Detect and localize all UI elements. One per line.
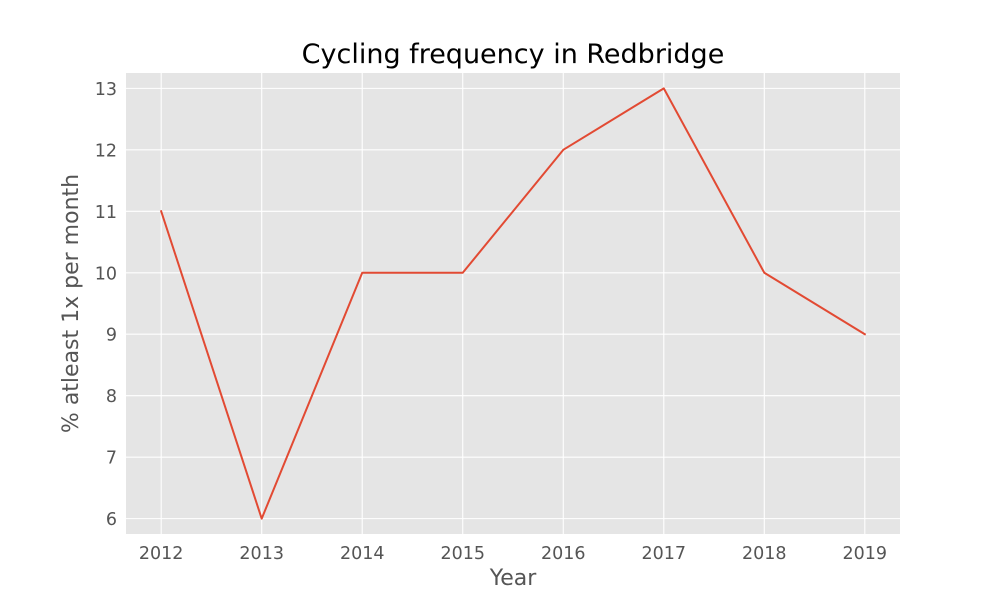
x-tick-label: 2014 [340, 544, 385, 564]
y-tick-label: 10 [95, 264, 117, 284]
y-tick-label: 12 [95, 141, 117, 161]
x-tick-label: 2016 [541, 544, 586, 564]
x-tick-label: 2015 [440, 544, 485, 564]
x-tick-label: 2018 [742, 544, 787, 564]
chart-title: Cycling frequency in Redbridge [302, 39, 725, 70]
plot-background [126, 73, 900, 534]
y-tick-label: 7 [106, 449, 117, 469]
x-tick-label: 2013 [239, 544, 284, 564]
x-tick-label: 2019 [843, 544, 888, 564]
y-tick-label: 6 [106, 510, 117, 530]
x-tick-label: 2012 [139, 544, 184, 564]
y-tick-label: 13 [95, 80, 117, 100]
y-tick-label: 9 [106, 326, 117, 346]
y-tick-label: 11 [95, 203, 117, 223]
y-tick-label: 8 [106, 387, 117, 407]
tick-labels: 2012 2013 2014 2015 2016 2017 2018 2019 6 7 8 9 10 11… [95, 80, 887, 564]
x-axis-label: Year [489, 566, 538, 591]
series-layer [159, 87, 867, 520]
x-tick-label: 2017 [642, 544, 687, 564]
series-line [159, 87, 867, 520]
y-axis-label: % atleast 1x per month [59, 174, 84, 433]
